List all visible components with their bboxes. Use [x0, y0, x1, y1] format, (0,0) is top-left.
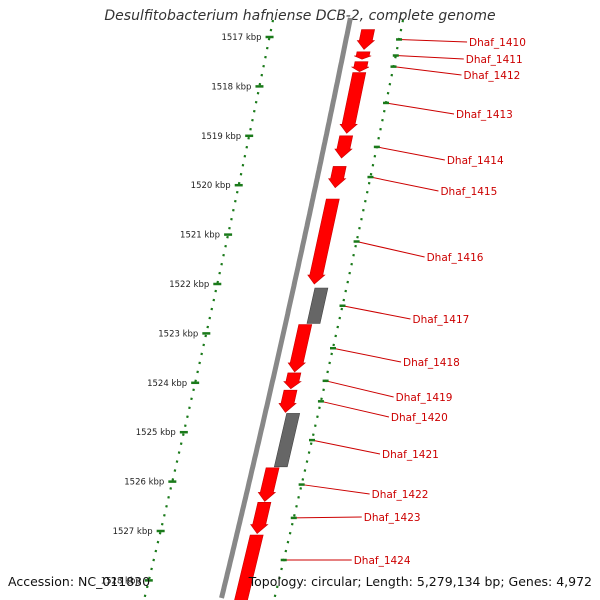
- gene-label[interactable]: Dhaf_1417: [412, 314, 469, 326]
- ruler: 1517 kbp 1518 kbp 1519 kbp 1520 kbp 1521 kbp…: [101, 33, 274, 586]
- gene-label[interactable]: Dhaf_1418: [403, 357, 460, 369]
- label-leader: [320, 400, 390, 418]
- ruler-label: 1523 kbp: [158, 329, 198, 339]
- label-leader: [395, 55, 464, 60]
- label-leader: [332, 347, 402, 363]
- label-leader: [311, 439, 381, 455]
- ruler-label: 1524 kbp: [147, 379, 187, 389]
- gene-arrow[interactable]: [339, 72, 367, 134]
- gene-label[interactable]: Dhaf_1411: [466, 54, 523, 66]
- gene-label[interactable]: Dhaf_1412: [464, 70, 521, 82]
- gene-label[interactable]: Dhaf_1424: [354, 555, 411, 567]
- gene-arrow[interactable]: [278, 389, 298, 413]
- ruler-label: 1522 kbp: [169, 280, 209, 290]
- gene-arrow[interactable]: [356, 29, 376, 50]
- topology-text: Topology: circular; Length: 5,279,134 bp…: [248, 574, 592, 589]
- gene-label[interactable]: Dhaf_1421: [382, 449, 439, 461]
- gene-arrow[interactable]: [328, 166, 347, 189]
- ruler-label: 1527 kbp: [113, 527, 153, 537]
- label-leader: [293, 516, 362, 519]
- gene-labels: Dhaf_1410 Dhaf_1411 Dhaf_1412 Dhaf_1413 Dhaf…: [280, 37, 526, 567]
- label-leader: [301, 484, 370, 495]
- gene-label[interactable]: Dhaf_1422: [372, 489, 429, 501]
- label-leader: [356, 241, 425, 258]
- ruler-label: 1521 kbp: [180, 231, 220, 241]
- genome-title: Desulfitobacterium hafniense DCB-2, comp…: [104, 8, 496, 24]
- backbone: [219, 17, 353, 599]
- gene-arrow[interactable]: [250, 501, 272, 534]
- ruler-label: 1518 kbp: [211, 82, 251, 92]
- gene-arrow[interactable]: [307, 198, 340, 285]
- gene-arrow[interactable]: [257, 467, 280, 502]
- ruler-label: 1520 kbp: [191, 181, 231, 191]
- outer-dotted-guide: [142, 19, 275, 600]
- label-leader: [376, 146, 445, 161]
- gene-arrow[interactable]: [350, 61, 370, 72]
- ruler-label: 1519 kbp: [201, 132, 241, 142]
- gene-arrow[interactable]: [306, 287, 329, 324]
- ruler-label: 1517 kbp: [221, 33, 261, 43]
- ruler-label: 1528 kbp: [101, 576, 141, 586]
- label-leader: [399, 38, 468, 43]
- label-leader: [325, 380, 394, 398]
- gene-label[interactable]: Dhaf_1410: [469, 37, 526, 49]
- gene-label[interactable]: Dhaf_1423: [364, 512, 421, 524]
- gene-label[interactable]: Dhaf_1419: [396, 392, 453, 404]
- gene-arrow[interactable]: [283, 372, 302, 390]
- label-leader: [370, 176, 439, 192]
- gene-arrow[interactable]: [334, 135, 354, 159]
- gene-label[interactable]: Dhaf_1414: [447, 155, 504, 167]
- label-leader: [342, 305, 411, 320]
- gene-label[interactable]: Dhaf_1420: [391, 412, 448, 424]
- gene-arrow[interactable]: [273, 413, 301, 468]
- inner-dotted-guide: [272, 19, 405, 600]
- gene-label[interactable]: Dhaf_1416: [427, 252, 484, 264]
- gene-arrow[interactable]: [229, 534, 264, 600]
- ruler-label: 1526 kbp: [124, 478, 164, 488]
- ruler-label: 1525 kbp: [136, 428, 176, 438]
- label-leader: [393, 66, 462, 76]
- gene-label[interactable]: Dhaf_1413: [456, 109, 513, 121]
- gene-arrow[interactable]: [287, 324, 313, 373]
- gene-label[interactable]: Dhaf_1415: [440, 186, 497, 198]
- gene-track: [229, 29, 376, 600]
- backbone-line: [219, 17, 353, 599]
- gene-arrow[interactable]: [354, 51, 372, 60]
- label-leader: [385, 102, 455, 115]
- dotted-guides: [142, 19, 405, 600]
- accession-text: Accession: NC_011830: [8, 574, 151, 589]
